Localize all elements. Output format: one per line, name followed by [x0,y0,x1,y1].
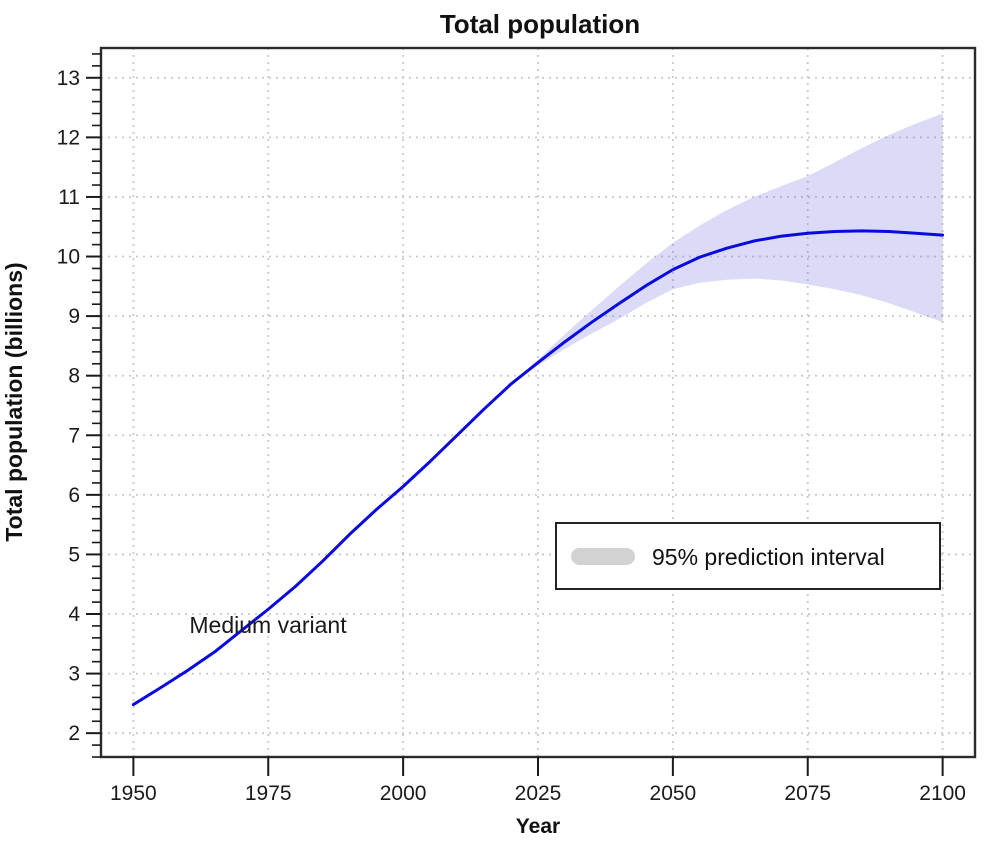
y-axis-label: Total population (billions) [1,262,27,541]
y-axis-tick-label: 3 [68,663,80,686]
y-axis-tick-label: 7 [68,424,80,447]
y-axis-tick-label: 10 [57,246,80,269]
y-axis-tick-label: 12 [57,126,80,149]
y-axis-tick-label: 9 [68,305,80,328]
y-axis-tick-label: 4 [68,603,80,626]
prediction-interval-polygon [521,113,943,377]
grid-layer [101,48,975,757]
y-axis-tick-label: 8 [68,365,80,388]
x-axis-tick-label: 1950 [110,782,157,805]
y-axis-tick-label: 13 [57,67,80,90]
x-axis-tick-label: 2075 [784,782,831,805]
prediction-interval-band [521,113,943,377]
medium-variant-line [131,229,945,707]
y-axis-tick-label: 11 [58,186,80,209]
y-axis-tick-label: 6 [68,484,80,507]
legend-key-capsule [571,548,635,565]
axis-ticks [86,53,944,776]
axis-tick-labels: 1950 1975 2000 2025 2050 2075 2100 2 3 4 5 6 7 8 9 10 11… [57,67,966,805]
legend-label: 95% prediction interval [652,544,885,570]
y-axis-tick-label: 5 [68,543,80,566]
x-axis-tick-label: 2025 [515,782,562,805]
medium-variant-annotation: Medium variant [189,612,347,638]
legend: 95% prediction interval [555,522,941,590]
x-axis-tick-label: 2100 [919,782,966,805]
x-axis-label: Year [516,815,560,838]
y-axis-tick-label: 2 [68,722,80,745]
x-axis-tick-label: 1975 [245,782,292,805]
chart-title: Total population [440,9,640,39]
x-axis-tick-label: 2000 [380,782,427,805]
x-axis-tick-label: 2050 [650,782,697,805]
medium-variant-polyline [131,229,945,707]
